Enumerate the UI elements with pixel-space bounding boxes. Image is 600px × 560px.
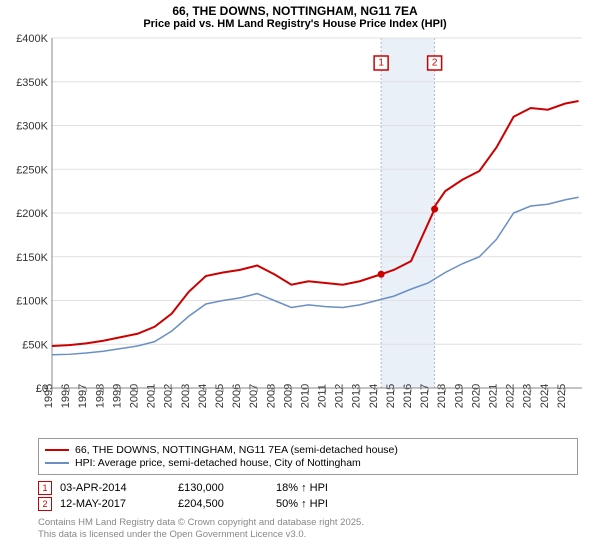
svg-text:2009: 2009 xyxy=(282,384,294,408)
legend-swatch xyxy=(45,462,69,464)
svg-text:2004: 2004 xyxy=(197,384,209,408)
footer: Contains HM Land Registry data © Crown c… xyxy=(38,517,590,542)
title-line2: Price paid vs. HM Land Registry's House … xyxy=(0,18,590,30)
legend: 66, THE DOWNS, NOTTINGHAM, NG11 7EA (sem… xyxy=(38,438,578,475)
svg-text:2007: 2007 xyxy=(248,384,260,408)
svg-text:2022: 2022 xyxy=(505,384,517,408)
footer-line2: This data is licensed under the Open Gov… xyxy=(38,529,590,541)
svg-text:2012: 2012 xyxy=(334,384,346,408)
svg-text:2000: 2000 xyxy=(128,384,140,408)
svg-text:1998: 1998 xyxy=(94,384,106,408)
transaction-row: 2 12-MAY-2017 £204,500 50% ↑ HPI xyxy=(38,497,590,511)
svg-text:2: 2 xyxy=(432,58,438,69)
svg-text:1996: 1996 xyxy=(60,384,72,408)
title-line1: 66, THE DOWNS, NOTTINGHAM, NG11 7EA xyxy=(0,4,590,18)
svg-text:2001: 2001 xyxy=(146,384,158,408)
transaction-date: 12-MAY-2017 xyxy=(60,498,170,510)
transaction-price: £130,000 xyxy=(178,482,268,494)
svg-text:2017: 2017 xyxy=(419,384,431,408)
legend-item: HPI: Average price, semi-detached house,… xyxy=(45,457,571,469)
svg-text:1995: 1995 xyxy=(43,384,55,408)
svg-text:1997: 1997 xyxy=(77,384,89,408)
svg-text:£300K: £300K xyxy=(16,121,48,133)
svg-text:2024: 2024 xyxy=(539,384,551,408)
svg-text:£50K: £50K xyxy=(22,339,48,351)
svg-text:£400K: £400K xyxy=(16,33,48,45)
svg-text:2016: 2016 xyxy=(402,384,414,408)
legend-item: 66, THE DOWNS, NOTTINGHAM, NG11 7EA (sem… xyxy=(45,444,571,456)
svg-text:1999: 1999 xyxy=(111,384,123,408)
transaction-marker: 1 xyxy=(38,481,52,495)
svg-text:2023: 2023 xyxy=(522,384,534,408)
svg-text:2010: 2010 xyxy=(299,384,311,408)
chart-svg: £0£50K£100K£150K£200K£250K£300K£350K£400… xyxy=(10,32,590,432)
svg-text:£250K: £250K xyxy=(16,164,48,176)
transaction-date: 03-APR-2014 xyxy=(60,482,170,494)
chart-title: 66, THE DOWNS, NOTTINGHAM, NG11 7EA Pric… xyxy=(0,4,590,30)
svg-text:2003: 2003 xyxy=(180,384,192,408)
legend-label: HPI: Average price, semi-detached house,… xyxy=(75,457,361,469)
svg-text:2005: 2005 xyxy=(214,384,226,408)
svg-text:2014: 2014 xyxy=(368,384,380,408)
footer-line1: Contains HM Land Registry data © Crown c… xyxy=(38,517,590,529)
transactions-table: 1 03-APR-2014 £130,000 18% ↑ HPI 2 12-MAY-201… xyxy=(38,481,590,511)
transaction-price: £204,500 xyxy=(178,498,268,510)
transaction-marker: 2 xyxy=(38,497,52,511)
svg-text:£200K: £200K xyxy=(16,208,48,220)
svg-text:2021: 2021 xyxy=(488,384,500,408)
svg-text:2008: 2008 xyxy=(265,384,277,408)
svg-text:2013: 2013 xyxy=(351,384,363,408)
svg-text:2015: 2015 xyxy=(385,384,397,408)
svg-text:2006: 2006 xyxy=(231,384,243,408)
svg-text:£150K: £150K xyxy=(16,252,48,264)
svg-text:2019: 2019 xyxy=(453,384,465,408)
legend-label: 66, THE DOWNS, NOTTINGHAM, NG11 7EA (sem… xyxy=(75,444,398,456)
transaction-row: 1 03-APR-2014 £130,000 18% ↑ HPI xyxy=(38,481,590,495)
svg-text:2018: 2018 xyxy=(436,384,448,408)
legend-swatch xyxy=(45,449,69,451)
transaction-delta: 50% ↑ HPI xyxy=(276,498,328,510)
svg-text:£100K: £100K xyxy=(16,296,48,308)
svg-text:2025: 2025 xyxy=(556,384,568,408)
svg-text:£350K: £350K xyxy=(16,77,48,89)
transaction-delta: 18% ↑ HPI xyxy=(276,482,328,494)
svg-text:2002: 2002 xyxy=(163,384,175,408)
svg-text:1: 1 xyxy=(378,58,384,69)
chart: £0£50K£100K£150K£200K£250K£300K£350K£400… xyxy=(10,32,590,432)
svg-text:2020: 2020 xyxy=(470,384,482,408)
